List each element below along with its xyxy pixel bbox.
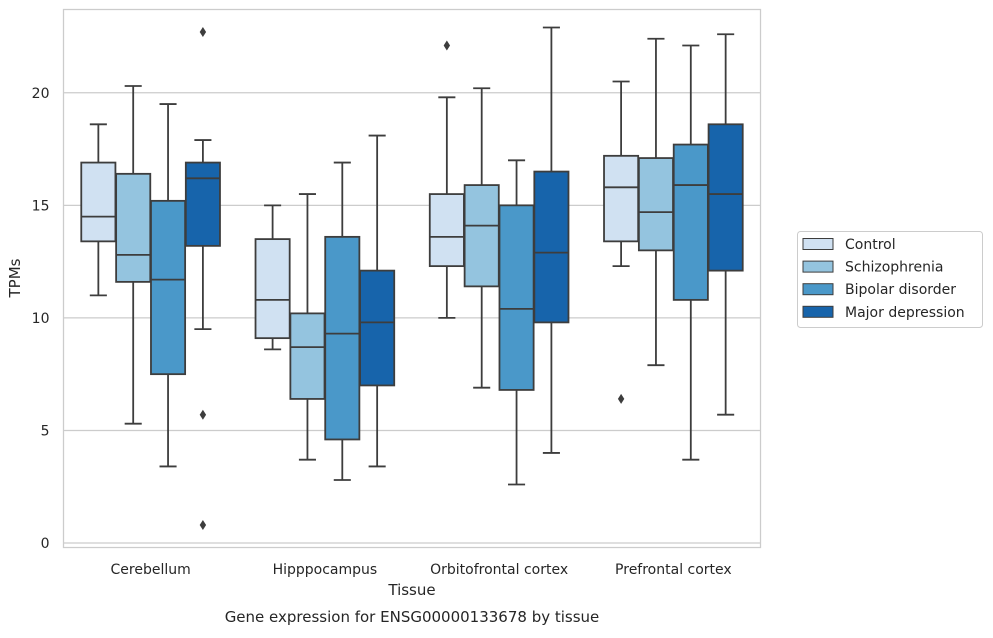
box-groups — [80, 26, 744, 530]
legend-swatch — [802, 305, 834, 318]
box-group — [324, 161, 361, 481]
legend-label: Bipolar disorder — [845, 282, 956, 298]
outlier-point — [199, 27, 207, 38]
box-iqr — [324, 235, 361, 441]
legend-frame — [797, 231, 983, 328]
x-tick-label: Hipppocampus — [273, 562, 378, 578]
y-tick-label: 20 — [32, 86, 50, 102]
box-iqr — [498, 204, 535, 391]
box-iqr — [150, 199, 187, 376]
y-tick-label: 10 — [32, 311, 50, 327]
box-group — [150, 103, 187, 468]
y-axis-label: TPMs — [6, 258, 24, 298]
box-iqr — [184, 161, 221, 247]
box-iqr — [254, 238, 291, 340]
box-iqr — [603, 154, 640, 243]
legend-label: Schizophrenia — [845, 260, 943, 276]
box-iqr — [463, 184, 500, 288]
box-group — [115, 85, 152, 425]
box-group — [533, 26, 570, 454]
box-group — [359, 134, 396, 468]
box-iqr — [80, 161, 117, 243]
legend: Control Schizophrenia Bipolar disorder Majo… — [797, 231, 983, 328]
box-group — [428, 40, 465, 319]
outlier-point — [199, 409, 207, 420]
box-iqr — [359, 269, 396, 387]
box-group — [184, 27, 221, 530]
plot-frame — [62, 8, 762, 549]
legend-swatch — [802, 283, 834, 296]
x-tick-label: Orbitofrontal cortex — [430, 562, 568, 578]
legend-swatch — [802, 238, 834, 250]
box-iqr — [672, 143, 709, 301]
y-tick-label: 5 — [41, 423, 50, 439]
box-iqr — [637, 157, 674, 252]
y-tick-label: 15 — [32, 198, 50, 214]
box-group — [80, 123, 117, 297]
x-axis-ticks: Cerebellum Hipppocampus Orbitofrontal cort… — [111, 562, 732, 578]
outlier-point — [199, 519, 207, 530]
box-iqr — [289, 312, 326, 400]
box-iqr — [115, 172, 152, 283]
outlier-point — [443, 40, 451, 51]
y-tick-label: 0 — [41, 536, 50, 552]
box-group — [672, 44, 709, 461]
y-axis-ticks: 0 5 10 15 20 — [32, 86, 50, 552]
box-iqr — [707, 123, 744, 272]
box-iqr — [533, 170, 570, 324]
outlier-point — [617, 393, 625, 404]
box-group — [463, 87, 500, 389]
legend-label: Control — [845, 237, 896, 253]
legend-label: Major depression — [845, 305, 965, 321]
box-group — [707, 33, 744, 416]
x-tick-label: Cerebellum — [111, 562, 191, 578]
box-group — [603, 80, 640, 404]
legend-swatch — [802, 260, 834, 273]
x-tick-label: Prefrontal cortex — [615, 562, 732, 578]
box-group — [498, 159, 535, 486]
x-axis-label: Tissue — [387, 581, 435, 599]
box-iqr — [428, 193, 465, 268]
figure-caption: Gene expression for ENSG00000133678 by t… — [225, 608, 600, 626]
box-group — [254, 204, 291, 351]
